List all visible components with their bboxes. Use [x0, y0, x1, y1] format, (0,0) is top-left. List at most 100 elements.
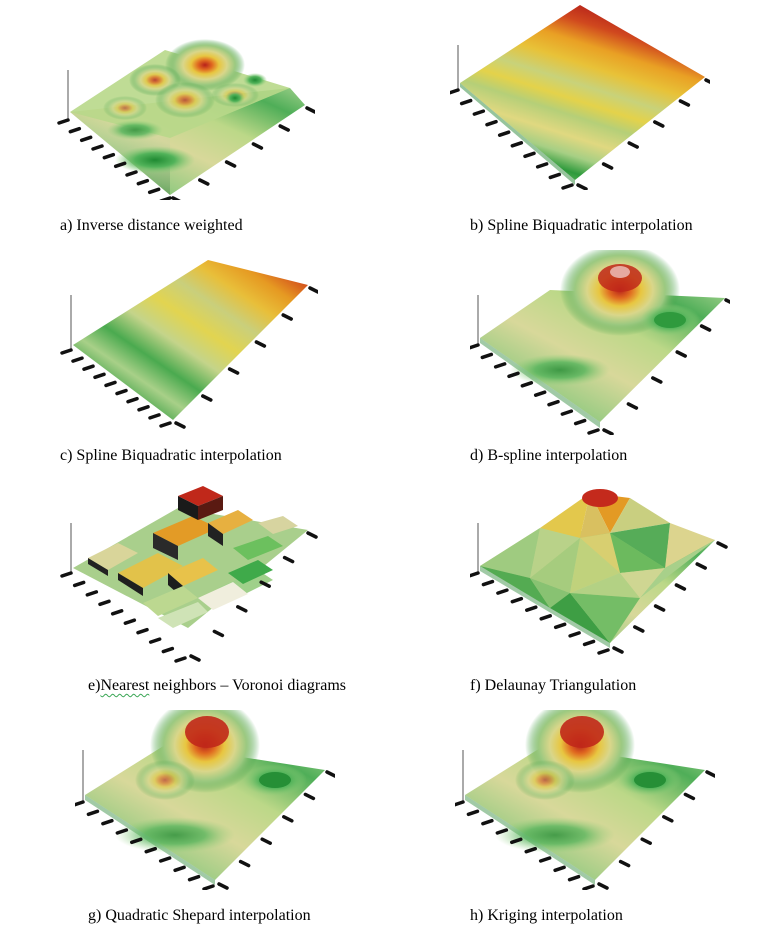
axis-tick: [159, 196, 172, 200]
axis-tick: [60, 348, 73, 355]
axis-tick: [695, 562, 707, 570]
axis-tick: [125, 170, 138, 177]
axis-tick: [485, 119, 498, 127]
axis-ticks-left: [75, 800, 215, 890]
axis-tick: [576, 183, 588, 190]
caption-c: c) Spline Biquadratic interpolation: [60, 447, 282, 464]
axis-tick: [674, 583, 687, 591]
axis-tick: [472, 109, 486, 116]
axis-tick: [93, 372, 106, 380]
caption-h: h) Kriging interpolation: [470, 907, 623, 924]
axis-tick: [212, 629, 225, 638]
axis-tick: [189, 654, 201, 662]
axis-ticks-left: [450, 88, 574, 190]
axis-tick: [533, 390, 547, 397]
axis-tick: [683, 792, 696, 801]
caption-e-prefix: e): [88, 677, 101, 694]
axis-tick: [495, 828, 509, 835]
axis-tick: [281, 313, 293, 321]
axis-tick: [466, 809, 480, 817]
surface-plot-f: [470, 489, 728, 655]
axis-tick: [306, 531, 318, 539]
axis-tick: [147, 187, 161, 195]
axis-tick: [651, 376, 663, 384]
surface-plot-c: [60, 260, 318, 429]
axis-tick: [602, 428, 614, 435]
surface-plot-d: [470, 250, 730, 435]
axis-tick: [561, 183, 574, 190]
axis-tick: [236, 605, 248, 613]
surface-plot-e: [60, 486, 318, 663]
axis-tick: [493, 362, 507, 369]
axis-tick: [57, 118, 70, 125]
axis-tick: [538, 856, 552, 863]
axis-tick: [653, 120, 665, 128]
axis-tick: [618, 859, 631, 868]
axis-tick: [115, 828, 129, 835]
axis-tick: [158, 856, 172, 863]
axis-tick: [187, 874, 201, 882]
axis-tick: [597, 882, 609, 890]
axis-tick: [627, 141, 639, 149]
caption-a: a) Inverse distance weighted: [60, 217, 243, 234]
axis-tick: [705, 770, 715, 778]
axis-tick: [597, 648, 610, 655]
axis-tick: [510, 596, 524, 604]
axis-tick: [251, 142, 264, 150]
axis-tick: [678, 99, 691, 107]
axis-tick: [582, 639, 596, 647]
axis-tick: [601, 162, 614, 170]
axis-tick: [217, 882, 229, 890]
caption-e-rest: neighbors – Voronoi diagrams: [149, 677, 347, 694]
axis-tick: [115, 388, 128, 396]
axis-tick: [704, 78, 710, 84]
axis-tick: [174, 656, 187, 663]
axis-tick: [716, 541, 728, 549]
axis-tick: [173, 865, 186, 873]
axis-tick: [510, 141, 524, 148]
axis-tick: [71, 356, 84, 363]
axis-tick: [481, 818, 494, 826]
triangles: [480, 493, 715, 643]
axis-tick: [325, 770, 335, 778]
axis-ticks-right: [189, 531, 318, 662]
caption-e: e)Nearest neighbors – Voronoi diagrams: [88, 677, 346, 695]
axis-ticks-right: [612, 541, 728, 654]
axis-tick: [724, 298, 730, 304]
axis-tick: [568, 631, 581, 638]
axis-tick: [553, 865, 566, 873]
axis-tick: [450, 88, 460, 95]
voronoi-blocks: [88, 486, 298, 628]
axis-tick: [75, 800, 85, 807]
axis-ticks-left: [60, 571, 187, 663]
caption-f: f) Delaunay Triangulation: [470, 677, 637, 694]
axis-tick: [582, 884, 595, 890]
axis-ticks-left: [470, 571, 610, 655]
axis-tick: [227, 367, 240, 375]
axis-tick: [123, 618, 137, 625]
axis-ticks-left: [60, 348, 172, 428]
axis-tick: [86, 809, 100, 817]
surface-plot-g: [75, 710, 335, 890]
axis-tick: [305, 106, 315, 114]
surface-plot-b: [450, 5, 710, 190]
axis-tick: [282, 555, 295, 564]
axis-tick: [278, 124, 290, 132]
axis-tick: [470, 343, 480, 350]
axis-tick: [539, 614, 552, 621]
axis-tick: [507, 371, 520, 379]
axis-tick: [699, 324, 712, 332]
axis-tick: [497, 130, 511, 137]
axis-tick: [101, 818, 114, 826]
axis-tick: [126, 396, 139, 404]
axis-tick: [520, 381, 534, 388]
axis-tick: [480, 352, 494, 360]
axis-tick: [110, 609, 124, 616]
axis-tick: [161, 646, 175, 654]
axis-tick: [113, 161, 127, 169]
axis-ticks-right: [576, 78, 710, 190]
axis-tick: [535, 162, 549, 169]
axis-tick: [675, 350, 687, 358]
axis-tick: [587, 428, 600, 435]
axis-tick: [102, 152, 116, 160]
